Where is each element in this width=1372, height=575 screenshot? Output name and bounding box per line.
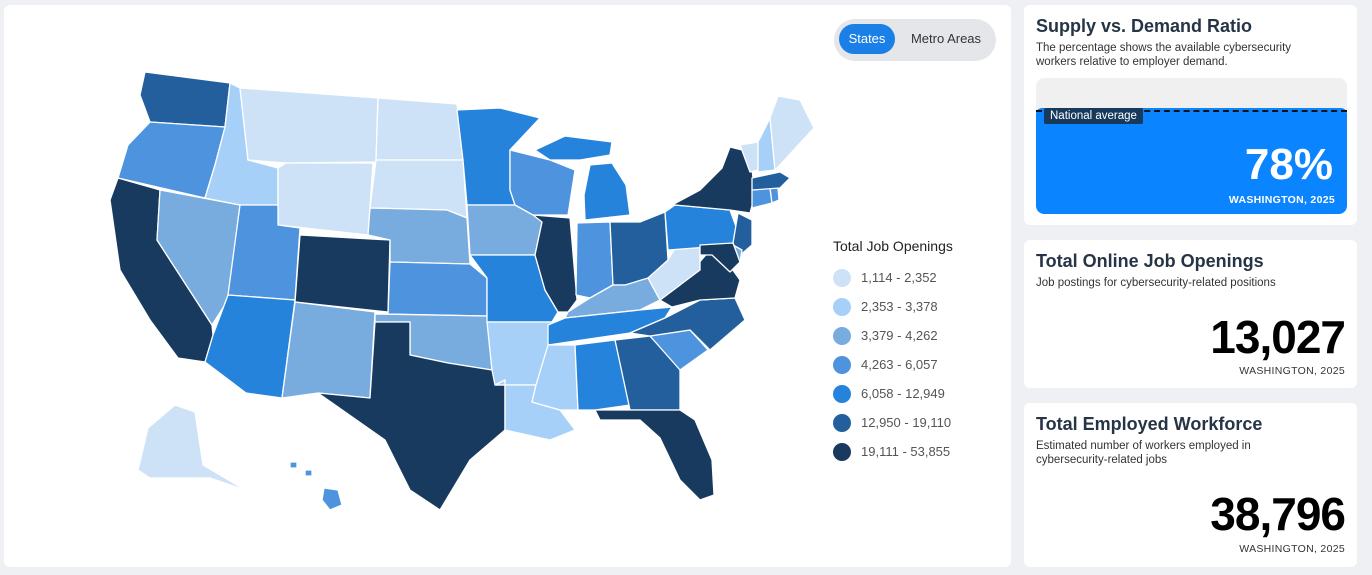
legend-label: 19,111 - 53,855 — [861, 444, 951, 459]
state-wyoming[interactable] — [277, 162, 374, 236]
job-openings-description: Job postings for cybersecurity-related p… — [1036, 277, 1276, 289]
job-openings-value: 13,027 — [1210, 311, 1346, 363]
state-hawaii-2[interactable] — [304, 469, 313, 477]
legend-item: 2,353 - 3,378 — [833, 292, 953, 321]
legend-swatch — [833, 384, 851, 403]
ratio-value: 78% — [1244, 140, 1333, 189]
workforce-subtitle: WASHINGTON, 2025 — [1239, 543, 1345, 555]
job-openings-card: Total Online Job Openings Job postings f… — [1024, 240, 1357, 388]
supply-demand-card: Supply vs. Demand Ratio The percentage s… — [1024, 5, 1357, 225]
legend-swatch — [833, 268, 851, 287]
workforce-value: 38,796 — [1210, 488, 1346, 540]
state-new-mexico[interactable] — [281, 301, 376, 399]
workforce-description: Estimated number of workers employed in … — [1036, 439, 1251, 467]
state-colorado[interactable] — [294, 234, 391, 313]
state-north-carolina[interactable] — [629, 297, 746, 351]
legend-label: 4,263 - 6,057 — [861, 357, 938, 372]
state-kansas[interactable] — [387, 261, 488, 317]
state-montana[interactable] — [239, 87, 379, 164]
workforce-title: Total Employed Workforce — [1036, 414, 1263, 434]
supply-demand-desc-line: workers relative to employer demand. — [1036, 56, 1228, 68]
state-tennessee[interactable] — [547, 306, 673, 346]
legend-item: 6,058 - 12,949 — [833, 379, 953, 408]
state-massachusetts[interactable] — [751, 171, 791, 191]
state-michigan[interactable] — [583, 162, 631, 221]
view-toggle: States Metro Areas — [834, 19, 996, 61]
legend-label: 6,058 - 12,949 — [861, 386, 945, 401]
national-average-line — [1036, 110, 1347, 112]
supply-demand-title: Supply vs. Demand Ratio — [1036, 16, 1253, 36]
state-maine[interactable] — [769, 95, 815, 171]
state-new-york[interactable] — [671, 146, 756, 214]
state-wisconsin[interactable] — [509, 149, 576, 216]
state-hawaii-1[interactable] — [289, 461, 298, 469]
state-hawaii-3[interactable] — [321, 487, 343, 511]
legend-label: 2,353 - 3,378 — [861, 299, 938, 314]
legend-swatch — [833, 326, 851, 345]
legend-swatch — [833, 442, 851, 461]
state-north-dakota[interactable] — [375, 97, 464, 161]
legend-label: 12,950 - 19,110 — [861, 415, 952, 430]
legend-item: 1,114 - 2,352 — [833, 263, 953, 292]
state-indiana[interactable] — [575, 221, 614, 299]
workforce-desc-line: Estimated number of workers employed in — [1036, 440, 1251, 452]
national-average-label: National average — [1044, 108, 1143, 124]
workforce-desc-line: cybersecurity-related jobs — [1036, 454, 1168, 466]
state-alaska[interactable] — [137, 404, 246, 491]
state-west-virginia[interactable] — [647, 244, 701, 301]
state-maryland[interactable] — [699, 242, 741, 273]
legend-swatch — [833, 297, 851, 316]
legend: Total Job Openings 1,114 - 2,352 2,353 -… — [833, 238, 953, 466]
job-openings-subtitle: WASHINGTON, 2025 — [1239, 365, 1345, 377]
state-washington[interactable] — [139, 71, 231, 128]
legend-label: 3,379 - 4,262 — [861, 328, 938, 343]
state-texas[interactable] — [317, 321, 506, 511]
supply-demand-description: The percentage shows the available cyber… — [1036, 41, 1291, 69]
supply-demand-desc-line: The percentage shows the available cyber… — [1036, 42, 1292, 54]
state-alabama[interactable] — [574, 339, 631, 411]
legend-title: Total Job Openings — [833, 238, 953, 254]
legend-item: 12,950 - 19,110 — [833, 408, 953, 437]
state-rhode-island[interactable] — [769, 187, 780, 204]
workforce-card: Total Employed Workforce Estimated numbe… — [1024, 403, 1357, 567]
us-choropleth-map — [109, 71, 815, 511]
legend-item: 3,379 - 4,262 — [833, 321, 953, 350]
state-connecticut[interactable] — [751, 187, 773, 209]
map-panel: States Metro Areas Total Job Openings 1,… — [4, 5, 1011, 567]
job-openings-title: Total Online Job Openings — [1036, 251, 1264, 271]
legend-swatch — [833, 355, 851, 374]
state-new-jersey[interactable] — [732, 212, 753, 258]
ratio-gauge: National average 78% WASHINGTON, 2025 — [1036, 78, 1347, 214]
state-illinois[interactable] — [532, 214, 578, 313]
ratio-gauge-fill — [1036, 108, 1347, 214]
legend-label: 1,114 - 2,352 — [861, 270, 937, 285]
ratio-subtitle: WASHINGTON, 2025 — [1228, 194, 1335, 206]
legend-swatch — [833, 413, 851, 432]
state-georgia[interactable] — [614, 335, 681, 411]
legend-item: 4,263 - 6,057 — [833, 350, 953, 379]
legend-item: 19,111 - 53,855 — [833, 437, 953, 466]
metro-areas-toggle-button[interactable]: Metro Areas — [910, 31, 982, 46]
state-florida[interactable] — [594, 409, 715, 501]
state-michigan-upper[interactable] — [534, 135, 613, 161]
states-toggle-button[interactable]: States — [839, 24, 895, 54]
